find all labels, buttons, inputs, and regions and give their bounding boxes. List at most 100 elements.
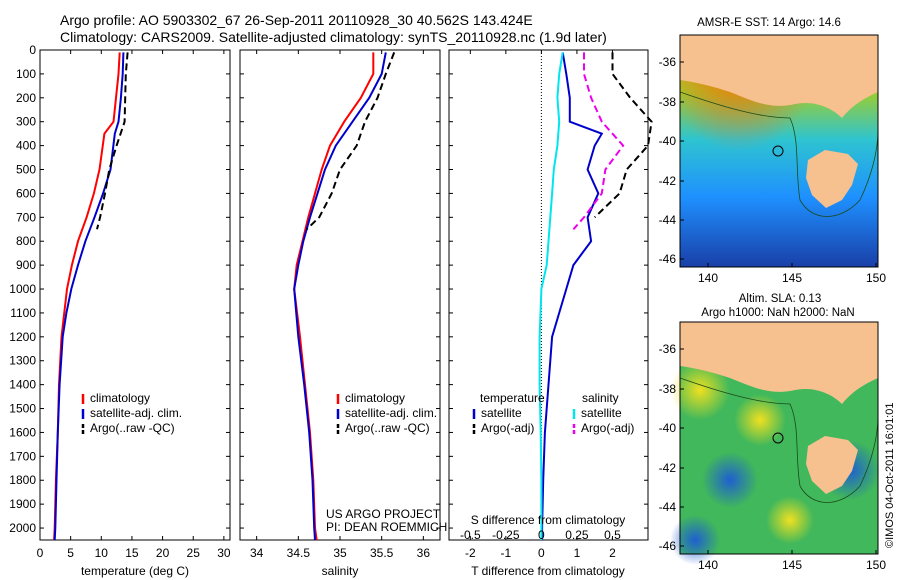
legend-label: satellite (581, 406, 622, 420)
x-tick-label: 35.5 (370, 546, 394, 560)
x-tick-label: 25 (187, 546, 201, 560)
series-line-satellite-adj--clim- (53, 52, 125, 541)
figure-title-line2: Climatology: CARS2009. Satellite-adjuste… (60, 29, 607, 45)
legend-label: satellite (481, 406, 522, 420)
lat-tick-label: -42 (659, 461, 677, 475)
sla-contour (679, 377, 879, 503)
mainland-landmass-2 (680, 322, 878, 404)
y-tick-label: 400 (16, 139, 36, 153)
y-tick-label: 700 (16, 210, 36, 224)
legend-label: climatology (90, 391, 150, 405)
x-tick-label: 1 (574, 546, 581, 560)
y-tick-label: 500 (16, 163, 36, 177)
mainland-landmass (680, 35, 878, 118)
difference-legend: temperature salinitysatelliteArgo(-adj)sa… (472, 391, 634, 435)
legend-label: Argo(-adj) (581, 421, 634, 435)
lat-tick-label: -36 (659, 55, 677, 69)
sla-map-title-2: Argo h1000: NaN h2000: NaN (701, 307, 854, 319)
series-line-satellite-adj--clim- (293, 52, 387, 541)
x-tick-label: 0 (37, 546, 44, 560)
y-tick-label: 1500 (9, 402, 36, 416)
t-difference-xlabel: T difference from climatology (471, 564, 625, 578)
lat-tick-label: -38 (659, 382, 677, 396)
y-tick-label: 1300 (9, 354, 36, 368)
sla-low-1 (702, 452, 758, 508)
lat-tick-label: -38 (659, 95, 677, 109)
y-tick-label: 1900 (9, 497, 36, 511)
y-tick-label: 1700 (9, 449, 36, 463)
series-line-argo--adj- (572, 52, 625, 230)
salinity-panel: 34 34.5 35 35.5 36 salinity climatologysatel… (239, 49, 447, 578)
x-tick-label: -2 (465, 546, 476, 560)
s-diff-tick-label: -0.25 (492, 528, 520, 542)
difference-x-axis: -2 -1 0 1 2 (465, 50, 616, 560)
y-tick-label: 2000 (9, 521, 36, 535)
x-tick-label: 36 (417, 546, 431, 560)
difference-panel: -2 -1 0 1 2 T difference from climatology S … (448, 49, 653, 578)
series-line-argo---raw--qc- (96, 52, 129, 230)
y-tick-label: 100 (16, 67, 36, 81)
difference-series (538, 52, 653, 540)
temperature-x-axis: 0 5 10 15 20 25 30 (37, 50, 231, 560)
lon-tick-label: 140 (698, 271, 718, 285)
argo-position-marker-2 (772, 432, 784, 444)
lat-tick-label: -46 (659, 252, 677, 266)
pi-annotation: PI: DEAN ROEMMICH (326, 520, 447, 534)
legend-label: climatology (345, 391, 405, 405)
sst-map-frame (679, 34, 879, 268)
temperature-xlabel: temperature (deg C) (81, 564, 189, 578)
legend-label: Argo(..raw -QC) (90, 421, 175, 435)
lat-tick-label: -40 (659, 134, 677, 148)
x-tick-label: 20 (156, 546, 170, 560)
tasmania-landmass-2 (806, 436, 858, 494)
salinity-axes-frame (239, 49, 441, 541)
sla-map-frame (679, 321, 879, 555)
project-annotation: US ARGO PROJECT (326, 507, 441, 521)
x-tick-label: 34 (250, 546, 264, 560)
lat-tick-label: -40 (659, 421, 677, 435)
y-tick-label: 800 (16, 234, 36, 248)
x-tick-label: 15 (125, 546, 139, 560)
legend-header-temperature: temperature (480, 391, 545, 405)
y-tick-label: 200 (16, 91, 36, 105)
y-tick-label: 900 (16, 258, 36, 272)
salinity-x-axis: 34 34.5 35 35.5 36 (250, 50, 430, 560)
sla-high-1 (670, 360, 730, 420)
s-diff-tick-label: -0.5 (460, 528, 481, 542)
y-tick-label: 1200 (9, 330, 36, 344)
difference-axes-frame (448, 49, 649, 541)
s-diff-tick-label: 0.25 (565, 528, 589, 542)
x-tick-label: 0 (538, 546, 545, 560)
legend-label: Argo(-adj) (481, 421, 534, 435)
salinity-y-ticks (240, 49, 440, 529)
imos-stamp: ©IMOS 04-Oct-2011 16:01:01 (884, 403, 896, 548)
sla-map: Altim. SLA: 0.13 Argo h1000: NaN h2000: … (659, 293, 887, 572)
lon-tick-label: 150 (866, 271, 886, 285)
temperature-axes-frame (39, 49, 231, 541)
sla-map-axes: 140 145 150 -36 -38 -40 -42 -44 -46 (659, 342, 887, 572)
lon-tick-label: 145 (782, 271, 802, 285)
argo-position-marker (772, 145, 784, 157)
sst-map-title: AMSR-E SST: 14 Argo: 14.6 (697, 17, 841, 29)
lat-tick-label: -44 (659, 500, 677, 514)
y-tick-label: 600 (16, 186, 36, 200)
temperature-series (53, 52, 129, 541)
x-tick-label: 5 (67, 546, 74, 560)
x-tick-label: 35 (333, 546, 347, 560)
legend-label: Argo(..raw -QC) (345, 421, 430, 435)
y-tick-label: 1100 (10, 306, 36, 320)
x-tick-label: 2 (609, 546, 616, 560)
s-diff-tick-label: 0.5 (604, 528, 621, 542)
figure-title-line1: Argo profile: AO 5903302_67 26-Sep-2011 … (60, 12, 533, 28)
sst-contour (679, 91, 879, 217)
lat-tick-label: -46 (659, 539, 677, 553)
temperature-panel: 0100200300400500600700800900100011001200… (9, 43, 231, 578)
x-tick-label: 30 (217, 546, 231, 560)
s-difference-tick-labels: -0.5 -0.25 0 0.25 0.5 (460, 528, 621, 542)
s-difference-xlabel: S difference from climatology (471, 513, 626, 527)
x-tick-label: 34.5 (287, 546, 311, 560)
legend-label: satellite-adj. clim. (345, 406, 437, 420)
x-tick-label: -1 (501, 546, 512, 560)
salinity-series (293, 52, 396, 541)
